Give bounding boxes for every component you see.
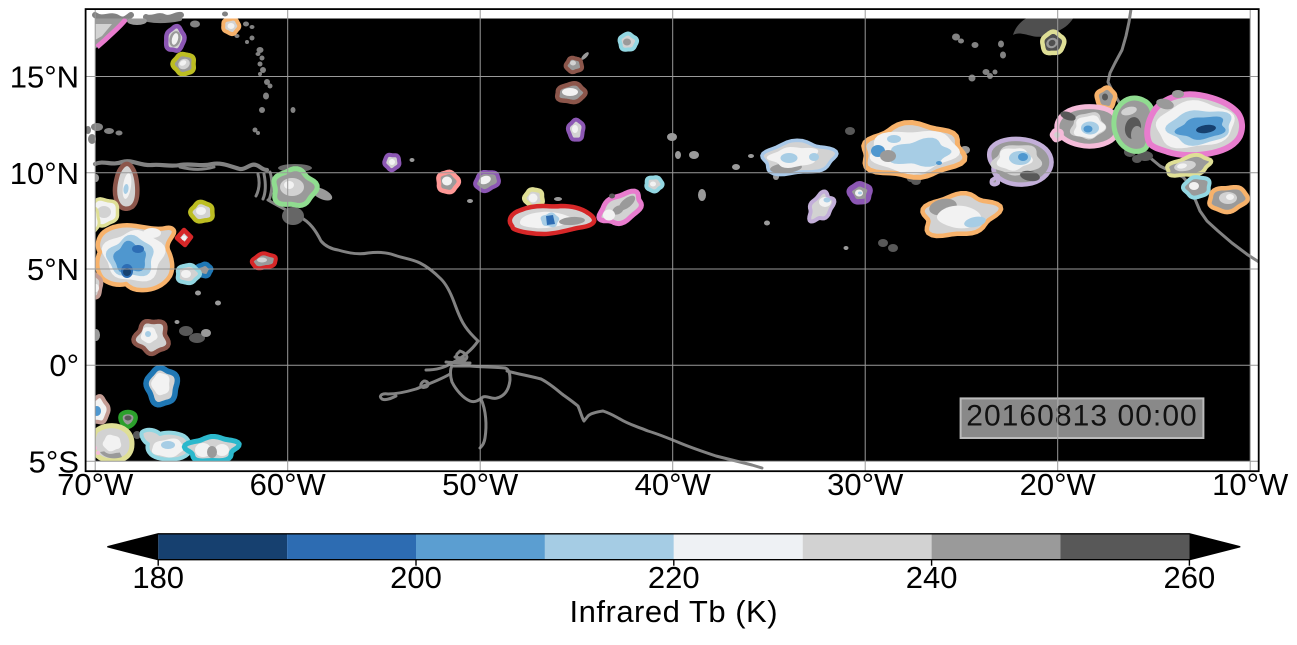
svg-text:50°W: 50°W [442, 467, 519, 502]
svg-text:240: 240 [906, 560, 958, 595]
svg-text:20160813 00:00: 20160813 00:00 [966, 400, 1198, 433]
svg-text:180: 180 [132, 560, 184, 595]
svg-text:40°W: 40°W [635, 467, 712, 502]
svg-text:5°S: 5°S [29, 444, 79, 479]
svg-text:60°W: 60°W [250, 467, 327, 502]
svg-text:Infrared Tb (K): Infrared Tb (K) [570, 594, 779, 629]
svg-text:200: 200 [390, 560, 442, 595]
svg-text:260: 260 [1164, 560, 1216, 595]
svg-text:10°N: 10°N [10, 156, 79, 191]
svg-text:20°W: 20°W [1020, 467, 1097, 502]
svg-text:0°: 0° [49, 348, 79, 383]
svg-text:70°W: 70°W [57, 467, 134, 502]
svg-text:10°W: 10°W [1212, 467, 1289, 502]
svg-text:220: 220 [648, 560, 700, 595]
svg-text:5°N: 5°N [27, 252, 79, 287]
svg-text:30°W: 30°W [827, 467, 904, 502]
svg-text:15°N: 15°N [10, 60, 79, 95]
